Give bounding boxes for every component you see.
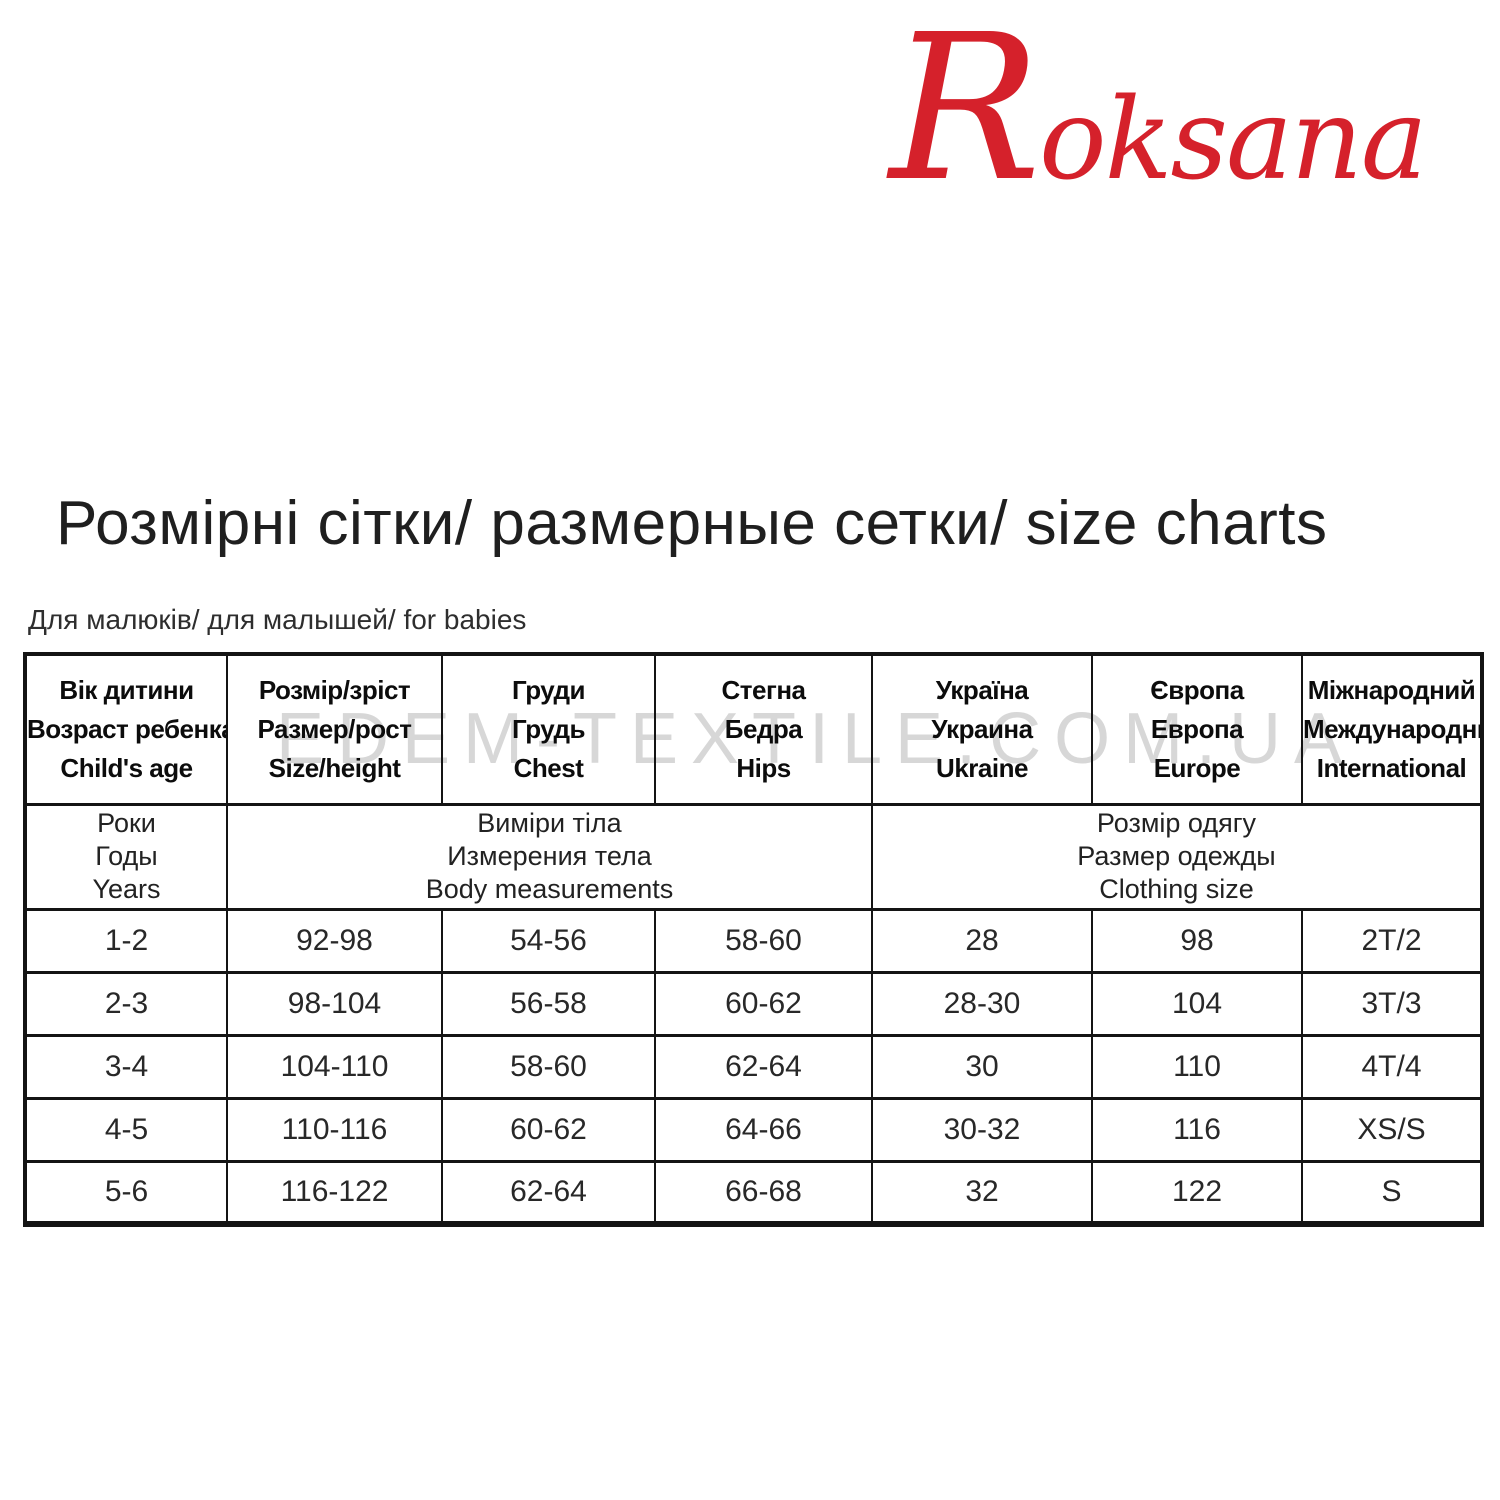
subheader-cell-clothing-size: Розмір одягу Размер одежды Clothing size — [871, 802, 1483, 911]
table-cell: 116-122 — [226, 1159, 443, 1226]
table-cell: 58-60 — [654, 907, 873, 974]
table-cell: 122 — [1091, 1159, 1303, 1226]
header-cell-europe: Європа Европа Europe — [1091, 652, 1303, 806]
header-cell-size-height: Розмір/зріст Размер/рост Size/height — [226, 652, 443, 806]
table-row: 4-5 110-116 60-62 64-66 30-32 116 XS/S — [24, 1096, 1483, 1163]
table-cell: 60-62 — [654, 970, 873, 1037]
table-cell: 30-32 — [871, 1096, 1093, 1163]
table-cell: 28 — [871, 907, 1093, 974]
table-cell: 98 — [1091, 907, 1303, 974]
header-cell-international: Міжнародний Международный International — [1301, 652, 1483, 806]
header-cell-hips: Стегна Бедра Hips — [654, 652, 873, 806]
table-row: 1-2 92-98 54-56 58-60 28 98 2T/2 — [24, 907, 1483, 974]
table-cell: 2-3 — [24, 970, 228, 1037]
subheader-cell-years: Роки Годы Years — [24, 802, 228, 911]
table-header-row: Вік дитини Возраст ребенка Child's age Р… — [24, 652, 1483, 806]
table-cell: 56-58 — [441, 970, 656, 1037]
table-cell: 32 — [871, 1159, 1093, 1226]
table-cell: 62-64 — [654, 1033, 873, 1100]
table-cell: 58-60 — [441, 1033, 656, 1100]
table-cell: 104 — [1091, 970, 1303, 1037]
header-cell-ukraine: Україна Украина Ukraine — [871, 652, 1093, 806]
table-cell: 2T/2 — [1301, 907, 1483, 974]
page-title: Розмірні сітки/ размерные сетки/ size ch… — [56, 489, 1328, 558]
table-cell: 110-116 — [226, 1096, 443, 1163]
table-cell: XS/S — [1301, 1096, 1483, 1163]
table-cell: 1-2 — [24, 907, 228, 974]
header-cell-chest: Груди Грудь Chest — [441, 652, 656, 806]
table-cell: 64-66 — [654, 1096, 873, 1163]
table-cell: 4-5 — [24, 1096, 228, 1163]
size-chart-table: Вік дитини Возраст ребенка Child's age Р… — [23, 652, 1484, 1227]
table-cell: 3T/3 — [1301, 970, 1483, 1037]
table-cell: 66-68 — [654, 1159, 873, 1226]
table-cell: 4T/4 — [1301, 1033, 1483, 1100]
table-row: 5-6 116-122 62-64 66-68 32 122 S — [24, 1159, 1483, 1226]
table-cell: 28-30 — [871, 970, 1093, 1037]
table-cell: 62-64 — [441, 1159, 656, 1226]
header-cell-age: Вік дитини Возраст ребенка Child's age — [24, 652, 228, 806]
table-cell: 3-4 — [24, 1033, 228, 1100]
brand-logo: Roksana — [889, 0, 1427, 226]
table-cell: 5-6 — [24, 1159, 228, 1226]
table-cell: 54-56 — [441, 907, 656, 974]
table-cell: 98-104 — [226, 970, 443, 1037]
table-subheader-row: Роки Годы Years Виміри тіла Измерения те… — [24, 802, 1483, 911]
table-cell: 116 — [1091, 1096, 1303, 1163]
table-row: 2-3 98-104 56-58 60-62 28-30 104 3T/3 — [24, 970, 1483, 1037]
page-subtitle: Для малюків/ для малышей/ for babies — [28, 604, 527, 635]
table-cell: 92-98 — [226, 907, 443, 974]
table-cell: 104-110 — [226, 1033, 443, 1100]
table-cell: 30 — [871, 1033, 1093, 1100]
subheader-cell-body-measurements: Виміри тіла Измерения тела Body measurem… — [226, 802, 873, 911]
table-cell: 110 — [1091, 1033, 1303, 1100]
table-cell: 60-62 — [441, 1096, 656, 1163]
table-cell: S — [1301, 1159, 1483, 1226]
table-row: 3-4 104-110 58-60 62-64 30 110 4T/4 — [24, 1033, 1483, 1100]
